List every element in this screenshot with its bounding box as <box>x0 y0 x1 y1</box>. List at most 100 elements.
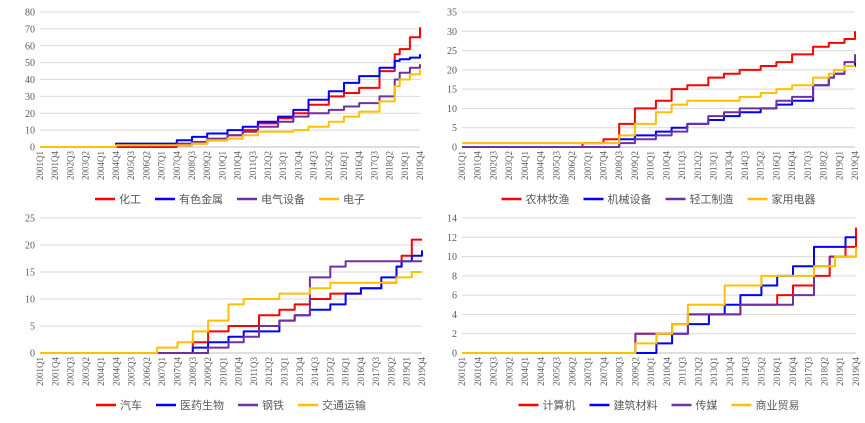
x-tick-label: 2009Q2 <box>630 357 640 386</box>
y-tick-label: 25 <box>447 46 457 57</box>
x-tick-label: 2005Q3 <box>127 357 137 386</box>
x-tick-label: 2019Q1 <box>835 357 845 386</box>
x-tick-label: 2010Q1 <box>646 357 656 386</box>
y-tick-label: 14 <box>447 214 457 225</box>
y-tick-label: 20 <box>25 109 35 120</box>
x-tick-label: 2013Q1 <box>709 151 719 180</box>
x-tick-label: 2019Q1 <box>834 151 844 180</box>
y-tick-label: 20 <box>447 65 457 76</box>
x-tick-label: 2001Q1 <box>35 357 45 386</box>
x-tick-label: 2019Q4 <box>417 357 427 386</box>
y-tick-label: 10 <box>25 295 35 306</box>
legend-label: 轻工制造 <box>690 192 734 206</box>
x-tick-label: 2007Q4 <box>173 357 183 386</box>
x-tick-label: 2016Q4 <box>787 151 797 180</box>
x-tick-label: 2006Q2 <box>142 357 152 386</box>
y-tick-label: 0 <box>452 143 457 154</box>
x-tick-label: 2010Q1 <box>218 357 228 386</box>
y-tick-label: 5 <box>30 322 35 333</box>
legend-label: 农林牧渔 <box>526 192 570 206</box>
x-tick-label: 2019Q4 <box>850 151 860 180</box>
x-tick-label: 2015Q2 <box>756 357 766 386</box>
x-tick-label: 2012Q2 <box>693 151 703 180</box>
x-tick-label: 2001Q4 <box>473 151 483 180</box>
x-tick-label: 2011Q3 <box>678 357 688 386</box>
chart-panel-3: 0 5 10 15 20 25 2001Q1 2001Q4 2002Q3 2003Q2 2004Q1… <box>25 214 427 413</box>
series-line-1 <box>462 31 856 148</box>
x-tick-label: 2010Q1 <box>217 151 227 180</box>
series-line-3 <box>40 260 422 354</box>
x-tick-label: 2018Q2 <box>386 357 396 386</box>
y-tick-label: 4 <box>452 310 457 321</box>
y-tick-label: 35 <box>447 8 457 19</box>
x-tick-label: 2010Q1 <box>646 151 656 180</box>
x-tick-label: 2014Q3 <box>741 357 751 386</box>
x-tick-label: 2017Q3 <box>371 357 381 386</box>
legend-label: 机械设备 <box>608 192 652 206</box>
series-line-2 <box>40 54 421 148</box>
series-line-3 <box>462 54 856 148</box>
legend-label: 计算机 <box>543 398 576 412</box>
x-tick-label: 2001Q4 <box>50 357 60 386</box>
x-tick-label: 2010Q4 <box>662 357 672 386</box>
x-tick-label: 2014Q3 <box>740 151 750 180</box>
series-line-4 <box>462 65 855 145</box>
legend-label: 汽车 <box>120 398 142 412</box>
x-tick-label: 2008Q3 <box>614 151 624 180</box>
legend-label: 建筑材料 <box>614 398 658 412</box>
x-tick-label: 2013Q1 <box>278 151 288 180</box>
series-line-1 <box>40 27 421 148</box>
x-tick-label: 2007Q4 <box>172 151 182 180</box>
legend: 汽车 医药生物 钢铁 交通运输 <box>96 398 366 412</box>
x-tick-label: 2005Q3 <box>551 151 561 180</box>
y-tick-label: 12 <box>447 233 457 244</box>
x-tick-label: 2019Q1 <box>402 357 412 386</box>
x-tick-label: 2004Q1 <box>520 357 530 386</box>
x-tick-label: 2005Q3 <box>552 357 562 386</box>
x-tick-label: 2002Q3 <box>488 151 498 180</box>
x-tick-label: 2016Q1 <box>772 357 782 386</box>
y-tick-label: 15 <box>447 85 457 96</box>
x-tick-label: 2013Q4 <box>725 357 735 386</box>
x-tick-label: 2004Q4 <box>536 357 546 386</box>
y-tick-label: 0 <box>30 349 35 360</box>
x-tick-label: 2014Q3 <box>310 357 320 386</box>
y-tick-label: 0 <box>30 143 35 154</box>
x-tick-label: 2006Q2 <box>141 151 151 180</box>
y-tick-label: 30 <box>447 27 457 38</box>
x-tick-label: 2003Q2 <box>504 357 514 386</box>
x-tick-label: 2001Q1 <box>35 151 45 180</box>
y-tick-label: 30 <box>25 92 35 103</box>
x-tick-label: 2015Q2 <box>756 151 766 180</box>
y-tick-label: 10 <box>447 104 457 115</box>
x-tick-label: 2011Q3 <box>677 151 687 180</box>
y-tick-label: 0 <box>452 349 457 360</box>
chart-panel-2: 0 5 10 15 20 25 30 35 2001Q1 2001Q4 2002Q3 2003Q2 20… <box>447 8 860 207</box>
x-tick-label: 2006Q2 <box>567 357 577 386</box>
series-line-4 <box>40 69 421 148</box>
legend: 计算机 建筑材料 传媒 商业贸易 <box>518 398 800 412</box>
x-tick-label: 2016Q4 <box>788 357 798 386</box>
x-tick-label: 2005Q3 <box>126 151 136 180</box>
series-line-2 <box>462 236 856 354</box>
x-tick-label: 2017Q3 <box>804 357 814 386</box>
chart-panel-1: 0 10 20 30 40 50 60 70 80 2001Q1 2001Q4 2002Q3 2003Q… <box>25 8 425 207</box>
x-tick-label: 2004Q1 <box>520 151 530 180</box>
x-tick-label: 2010Q4 <box>234 357 244 386</box>
x-tick-label: 2003Q2 <box>504 151 514 180</box>
y-tick-label: 5 <box>452 123 457 134</box>
series-line-3 <box>462 246 857 354</box>
x-tick-label: 2013Q1 <box>709 357 719 386</box>
x-tick-label: 2017Q3 <box>803 151 813 180</box>
x-tick-label: 2019Q4 <box>851 357 861 386</box>
x-tick-label: 2003Q2 <box>81 151 91 180</box>
x-tick-label: 2009Q2 <box>202 151 212 180</box>
x-tick-label: 2009Q2 <box>203 357 213 386</box>
x-tick-label: 2019Q4 <box>415 151 425 180</box>
legend-label: 电气设备 <box>261 192 305 206</box>
x-tick-label: 2002Q3 <box>65 151 75 180</box>
legend-label: 钢铁 <box>262 399 284 412</box>
x-tick-label: 2007Q4 <box>599 357 609 386</box>
x-tick-label: 2018Q2 <box>819 357 829 386</box>
y-tick-label: 10 <box>25 126 35 137</box>
